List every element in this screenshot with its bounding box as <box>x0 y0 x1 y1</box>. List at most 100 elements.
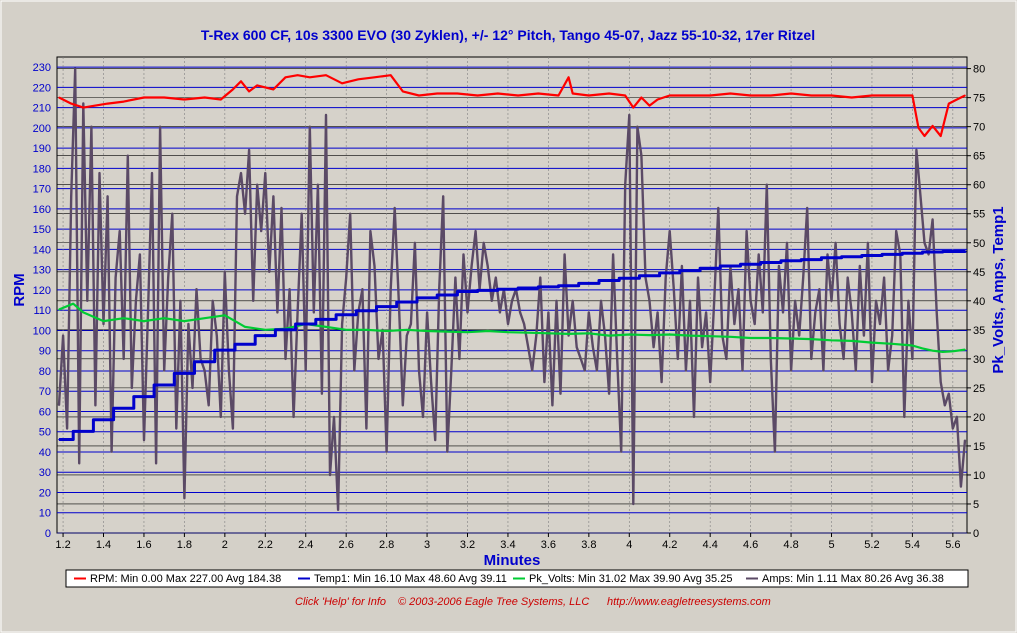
series-amps-point <box>871 381 873 383</box>
left-tick-label: 110 <box>33 305 51 317</box>
x-tick-label: 4.2 <box>662 539 677 551</box>
series-pk-volts-point <box>58 308 60 311</box>
series-amps-point <box>353 369 356 372</box>
x-tick-label: 2 <box>222 539 228 551</box>
series-temp1-point <box>497 288 499 290</box>
series-pk-volts-point <box>830 339 833 342</box>
series-rpm-point <box>517 94 519 97</box>
series-pk-volts-point <box>183 320 186 322</box>
series-amps-point <box>422 416 424 418</box>
left-axis-ticks: 0 10 20 30 40 50 60 70 80 90 100 110 120 130 140 150 160… <box>33 62 51 540</box>
series-pk-volts-point <box>668 333 671 336</box>
series-amps-point <box>414 241 416 244</box>
series-amps-point <box>620 450 622 453</box>
series-amps-point <box>474 230 477 232</box>
series-rpm-point <box>608 92 610 95</box>
series-rpm-point <box>240 80 242 83</box>
series-rpm-point <box>648 104 651 107</box>
x-tick-label: 3 <box>424 539 430 551</box>
series-amps-point <box>308 125 311 128</box>
series-amps-point <box>280 207 283 209</box>
series-amps-point <box>373 265 376 267</box>
series-pk-volts-point <box>729 335 732 338</box>
x-tick-label: 3.4 <box>500 539 515 551</box>
series-amps-point <box>187 323 190 325</box>
series-amps-point <box>203 369 206 372</box>
series-rpm-point <box>402 90 404 93</box>
series-amps-point <box>490 300 493 302</box>
series-pk-volts-point <box>628 333 631 336</box>
series-amps-point <box>895 230 898 232</box>
series-pk-volts-point <box>941 351 944 353</box>
series-amps-point <box>232 427 234 430</box>
series-pk-volts-point <box>466 331 469 333</box>
series-temp1-point <box>739 263 742 266</box>
series-amps-point <box>539 276 542 279</box>
series-amps-point <box>782 311 784 314</box>
series-rpm-point <box>689 94 691 97</box>
x-tick-label: 1.8 <box>177 539 192 551</box>
series-temp1-point <box>335 313 337 316</box>
footer-help-text[interactable]: Click 'Help' for Info <box>295 596 386 608</box>
series-amps-point <box>430 381 432 383</box>
series-amps-point <box>693 416 695 418</box>
series-amps-point <box>466 311 469 314</box>
series-amps-point <box>135 300 137 302</box>
series-amps-point <box>689 300 691 302</box>
series-amps-point <box>288 288 291 290</box>
right-tick-label: 40 <box>973 296 985 308</box>
series-pk-volts-point <box>325 326 327 328</box>
series-pk-volts-point <box>224 314 226 317</box>
series-rpm-point <box>203 96 206 99</box>
series-amps-point <box>806 207 809 209</box>
series-amps-point <box>402 404 404 407</box>
series-amps-point <box>685 369 687 372</box>
series-amps-point <box>907 300 910 302</box>
series-amps-point <box>863 334 865 337</box>
series-amps-point <box>454 276 457 279</box>
left-tick-label: 70 <box>39 386 51 398</box>
series-rpm-point <box>220 98 222 101</box>
series-amps-point <box>741 369 744 372</box>
left-tick-label: 220 <box>33 82 51 94</box>
series-amps-point <box>385 450 388 453</box>
series-amps-point <box>523 323 525 325</box>
series-amps-point <box>948 392 950 395</box>
series-amps-point <box>215 334 218 337</box>
series-rpm-point <box>143 96 145 99</box>
series-amps-point <box>761 311 764 314</box>
left-tick-label: 120 <box>33 285 51 297</box>
right-tick-label: 50 <box>973 238 985 250</box>
series-amps-point <box>325 114 327 116</box>
series-amps-point <box>82 102 85 105</box>
series-amps-point <box>349 212 352 215</box>
x-tick-label: 1.6 <box>136 539 151 551</box>
footer-url-link[interactable]: http://www.eagletreesystems.com <box>607 596 771 608</box>
series-amps-point <box>438 288 441 290</box>
series-rpm-point <box>418 94 420 97</box>
left-tick-label: 160 <box>33 204 51 216</box>
left-tick-label: 50 <box>39 427 51 439</box>
series-pk-volts-point <box>689 334 691 337</box>
series-rpm-point <box>749 94 752 97</box>
series-amps-point <box>588 311 590 314</box>
series-pk-volts-point <box>102 320 105 322</box>
series-temp1-point <box>315 318 317 321</box>
series-amps-point <box>462 253 465 256</box>
series-amps-point <box>482 241 485 244</box>
series-temp1-point <box>638 275 641 277</box>
series-amps-point <box>393 207 396 209</box>
series-temp1-point <box>861 254 863 257</box>
series-amps-point <box>211 300 214 302</box>
series-amps-point <box>810 358 813 360</box>
series-rpm-point <box>373 76 376 79</box>
series-pk-volts-point <box>244 326 246 328</box>
series-amps-point <box>960 485 962 488</box>
series-amps-point <box>697 276 699 279</box>
series-amps-point <box>406 334 408 337</box>
series-pk-volts-point <box>203 317 206 320</box>
x-axis-label: Minutes <box>484 552 541 569</box>
x-tick-label: 2.4 <box>298 539 313 551</box>
series-amps-point <box>887 369 889 372</box>
series-amps-point <box>66 427 68 430</box>
